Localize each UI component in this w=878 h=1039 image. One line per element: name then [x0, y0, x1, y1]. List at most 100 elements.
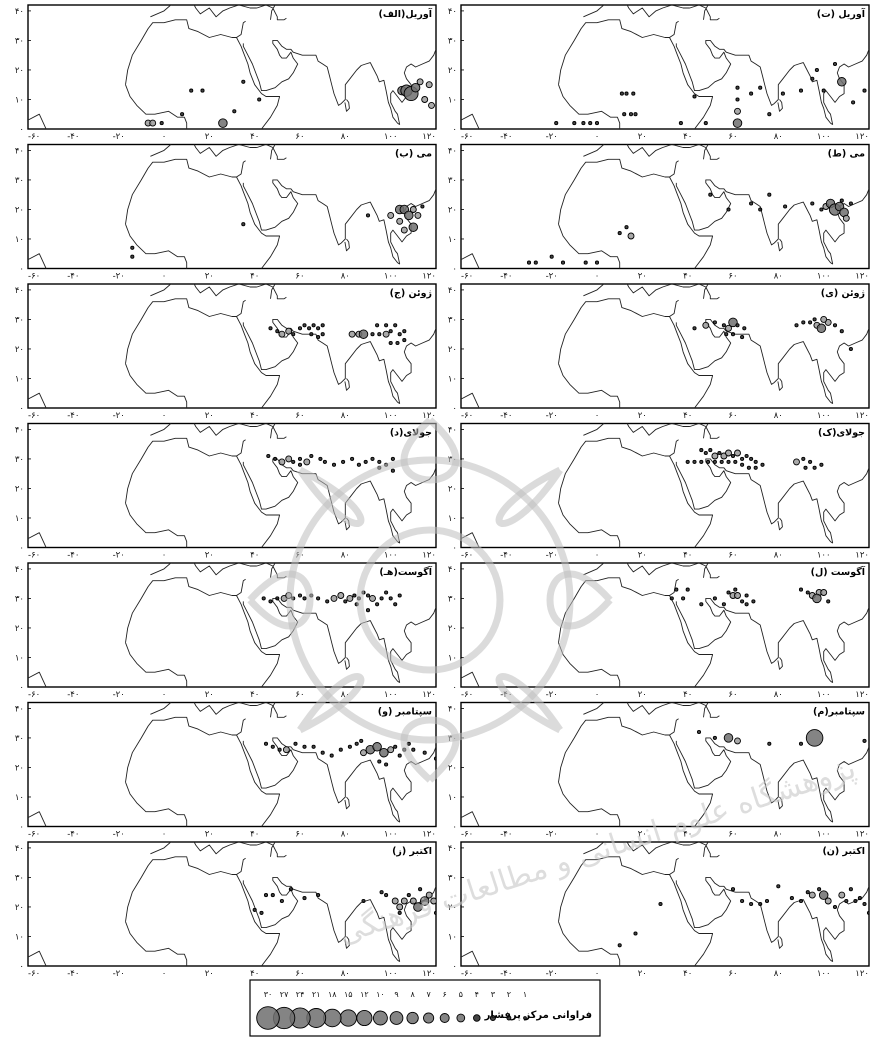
high-pressure-center — [812, 317, 817, 322]
high-pressure-center — [393, 323, 398, 328]
panel-frame — [460, 422, 870, 549]
high-pressure-center — [733, 459, 738, 464]
x-tick-label: ۶۰ — [728, 272, 737, 282]
high-pressure-center — [817, 887, 822, 892]
panel-frame — [460, 143, 870, 270]
x-tick-label: ۸۰ — [341, 272, 350, 282]
high-pressure-center — [832, 323, 838, 328]
map-panel-l: آگوست (ل)-۶۰ -۴۰ -۲۰ ۰ ۲۰ ۴۰ ۶۰ ۸۰ ۱۰۰ ۱۲۰۰۱۰۲۰۳۰… — [448, 562, 870, 700]
high-pressure-center — [411, 747, 416, 752]
high-pressure-center — [753, 465, 758, 470]
high-pressure-center — [149, 119, 157, 127]
coastline — [28, 842, 436, 966]
high-pressure-center — [370, 456, 375, 461]
y-tick-label: ۲۰ — [15, 66, 24, 76]
high-pressure-center — [189, 88, 194, 93]
high-pressure-center — [816, 323, 827, 334]
x-tick-label: ۱۰۰ — [817, 830, 831, 840]
high-pressure-center — [130, 254, 135, 259]
high-pressure-center — [130, 245, 135, 250]
high-pressure-center — [311, 323, 316, 328]
high-pressure-center — [413, 902, 423, 912]
map-panel-h: آگوست(هـ) -۶۰ -۴۰ -۲۰ ۰ ۲۰ ۴۰ ۶۰ ۸۰ ۱۰۰ ۱۲۰ ۰ ۱۰ ۲۰ ۳۰… — [15, 562, 437, 700]
high-pressure-center — [678, 121, 683, 126]
legend-label: فراوانی مرکز پرفشار — [484, 1010, 592, 1021]
high-pressure-center — [400, 226, 408, 234]
x-tick-label: -۶۰ — [28, 272, 40, 282]
x-tick-label: ۱۰۰ — [817, 132, 831, 142]
x-tick-label: ۲۰ — [205, 132, 214, 142]
legend-number: ۲۴ — [296, 990, 305, 999]
x-tick-label: ۱۲۰ — [855, 551, 869, 561]
x-tick-label: ۰ — [595, 830, 600, 840]
x-tick-label: ۱۲۰ — [855, 690, 869, 700]
x-tick-label: -۲۰ — [546, 969, 558, 979]
high-pressure-center — [433, 756, 436, 761]
coastline — [461, 144, 869, 269]
x-tick-label: ۴۰ — [683, 132, 692, 142]
high-pressure-center — [320, 750, 325, 755]
high-pressure-center — [753, 459, 758, 464]
high-pressure-center — [263, 741, 269, 746]
y-tick-label: ۱۰ — [15, 654, 24, 664]
x-tick-label: ۰ — [162, 690, 167, 700]
high-pressure-center — [395, 340, 400, 346]
x-tick-label: -۴۰ — [67, 690, 79, 700]
x-tick-label: -۲۰ — [113, 830, 125, 840]
high-pressure-center — [318, 456, 323, 461]
x-tick-label: ۶۰ — [295, 411, 304, 421]
high-pressure-center — [302, 323, 307, 328]
high-pressure-center — [307, 326, 312, 331]
high-pressure-center — [734, 737, 741, 745]
high-pressure-center — [740, 456, 745, 461]
high-pressure-center — [365, 593, 371, 598]
high-pressure-center — [360, 749, 367, 757]
x-tick-label: ۴۰ — [683, 551, 692, 561]
y-tick-label: ۴۰ — [15, 425, 24, 435]
high-pressure-center — [767, 192, 772, 197]
high-pressure-center — [703, 450, 708, 456]
y-tick-label: ۴۰ — [448, 844, 457, 854]
y-tick-label: ۳۰ — [448, 36, 457, 46]
high-pressure-center — [821, 88, 826, 93]
high-pressure-center — [708, 192, 713, 197]
high-pressure-center — [377, 332, 382, 337]
x-tick-label: ۴۰ — [250, 830, 259, 840]
high-pressure-center — [594, 121, 600, 126]
legend-number: ۱ — [523, 990, 527, 999]
y-tick-label: ۲۰ — [15, 624, 24, 634]
high-pressure-center — [669, 596, 674, 601]
x-tick-label: ۲۰ — [205, 830, 214, 840]
high-pressure-center — [851, 100, 856, 105]
high-pressure-center — [391, 897, 399, 905]
high-pressure-center — [617, 231, 622, 236]
legend-number: ۴ — [475, 990, 479, 999]
high-pressure-center — [734, 449, 741, 457]
high-pressure-center — [359, 738, 364, 743]
map-panel-z: اکتبر (ز) -۶۰ -۴۰ -۲۰ ۰ ۲۰ ۴۰ ۶۰ ۸۰ ۱۰۰ ۱۲۰ ۰ ۱۰ ۲۰ ۳۰… — [15, 841, 437, 979]
high-pressure-center — [408, 222, 419, 232]
y-tick-label: ۲۰ — [15, 485, 24, 495]
x-tick-label: ۰ — [162, 969, 167, 979]
high-pressure-center — [428, 101, 435, 109]
y-tick-label: ۱۰ — [448, 654, 457, 664]
x-tick-label: ۶۰ — [728, 551, 737, 561]
y-tick-label: ۳۰ — [448, 594, 457, 604]
high-pressure-center — [377, 459, 382, 464]
x-tick-label: -۴۰ — [67, 551, 79, 561]
high-pressure-center — [805, 890, 810, 895]
high-pressure-center — [735, 97, 740, 102]
x-tick-label: ۱۰۰ — [817, 411, 831, 421]
high-pressure-center — [735, 323, 740, 328]
legend-number: ۱۲ — [360, 990, 369, 999]
high-pressure-center — [159, 121, 164, 126]
high-pressure-center — [826, 599, 831, 604]
y-tick-label: ۴۰ — [15, 286, 24, 296]
y-tick-label: ۲۰ — [15, 903, 24, 913]
high-pressure-center — [624, 225, 629, 230]
high-pressure-center — [749, 91, 754, 96]
high-pressure-center — [257, 97, 262, 102]
high-pressure-center — [338, 747, 343, 752]
high-pressure-center — [232, 109, 237, 114]
y-tick-label: ۲۰ — [448, 764, 457, 774]
